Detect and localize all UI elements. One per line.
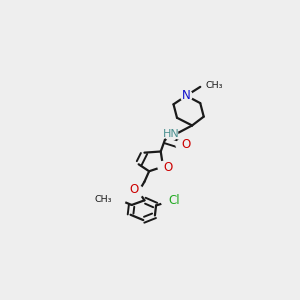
Circle shape (158, 161, 168, 172)
Text: O: O (182, 139, 191, 152)
Text: O: O (129, 183, 138, 196)
Circle shape (162, 195, 175, 208)
Text: N: N (182, 89, 191, 102)
Text: CH₃: CH₃ (206, 81, 223, 90)
Circle shape (181, 90, 192, 101)
Circle shape (113, 194, 125, 206)
Text: HN: HN (163, 129, 180, 139)
Text: CH₃: CH₃ (95, 195, 112, 204)
Text: O: O (163, 161, 172, 174)
Text: Cl: Cl (168, 194, 180, 207)
Circle shape (165, 127, 178, 140)
Circle shape (176, 140, 186, 150)
Circle shape (134, 186, 144, 197)
